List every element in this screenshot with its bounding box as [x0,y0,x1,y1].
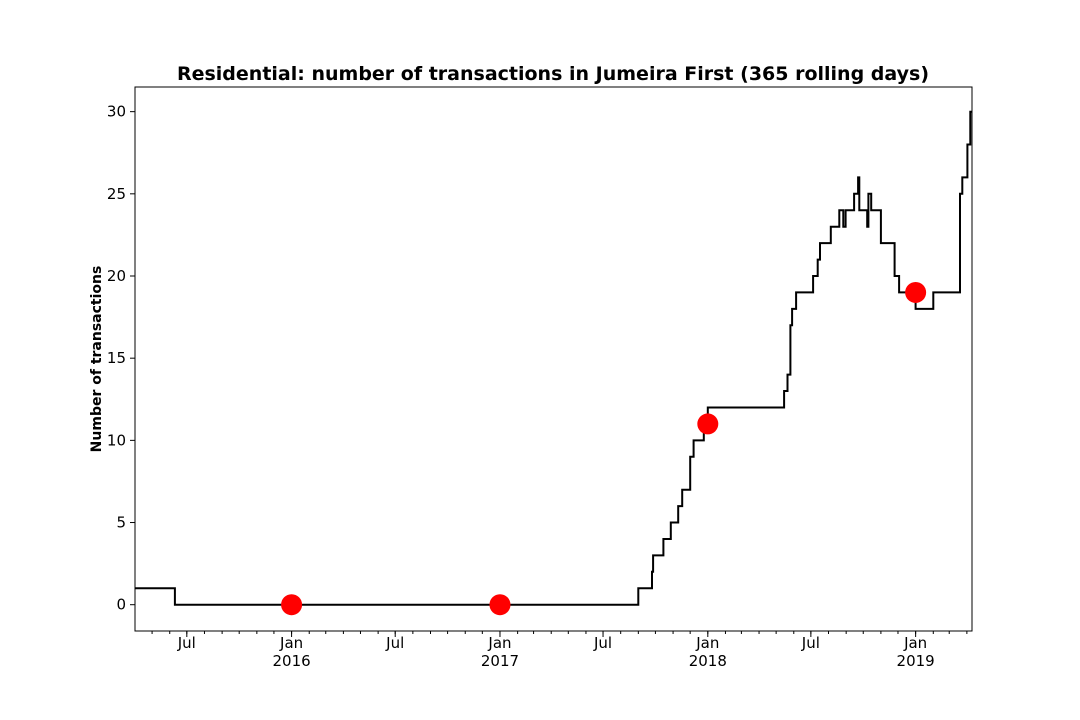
y-tick-label: 0 [116,596,126,614]
x-tick-year-label: 2017 [481,652,519,670]
y-tick-label: 15 [107,349,126,367]
x-tick-year-label: 2016 [272,652,310,670]
y-tick-label: 10 [107,431,126,449]
data-point-marker [489,594,511,616]
x-tick-label: Jul [593,634,612,652]
series-line [135,110,972,606]
y-tick-label: 25 [107,185,126,203]
data-point-marker [905,281,927,303]
x-tick-label: Jan [695,634,719,652]
x-tick-label: Jul [177,634,196,652]
x-tick-label: Jan [487,634,511,652]
plot-frame [134,86,973,632]
x-tick-label: Jan [279,634,303,652]
y-axis-label: Number of transactions [89,266,105,453]
x-tick-label: Jul [801,634,820,652]
y-tick-label: 30 [107,103,126,121]
y-tick-label: 20 [107,267,126,285]
x-tick-year-label: 2018 [689,652,727,670]
x-tick-label: Jan [903,634,927,652]
y-tick-label: 5 [116,514,126,532]
data-point-marker [697,413,719,435]
data-point-marker [281,594,303,616]
x-tick-label: Jul [385,634,404,652]
chart-title: Residential: number of transactions in J… [177,63,929,85]
x-tick-year-label: 2019 [897,652,935,670]
